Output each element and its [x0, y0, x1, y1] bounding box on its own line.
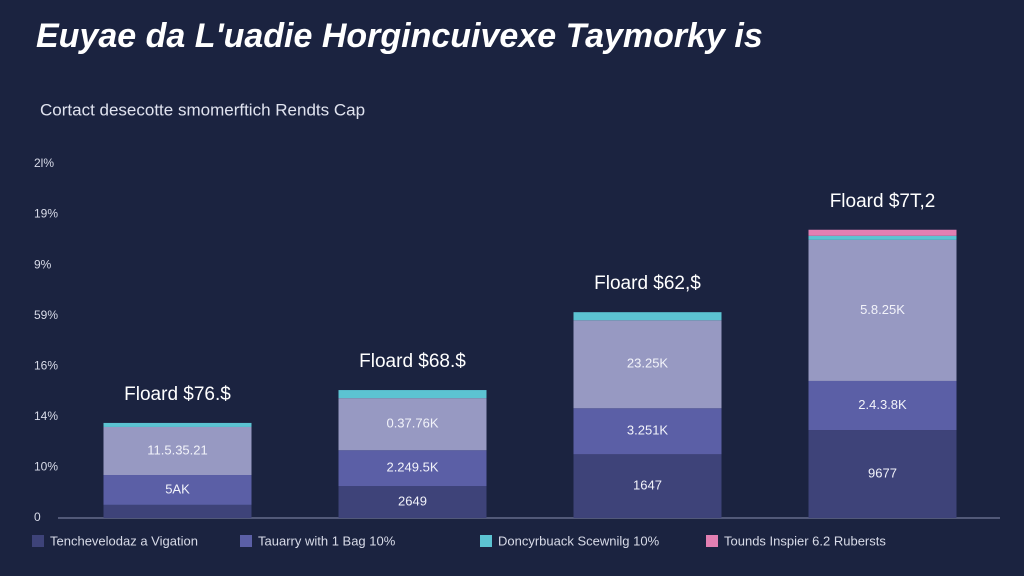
segment-label: 23.25K	[627, 356, 669, 371]
y-tick-label: 59%	[34, 308, 58, 322]
segment-label: 9677	[868, 465, 897, 480]
segment-label: 2.4.3.8K	[858, 397, 907, 412]
bar-segment	[103, 422, 252, 427]
bar-segment	[808, 380, 957, 431]
chart-subtitle: Cortact desecotte smomerftich Rendts Cap	[40, 100, 365, 119]
bar-segment	[338, 450, 487, 487]
y-tick-label: 14%	[34, 409, 58, 423]
segment-label: 11.5.35.21	[147, 442, 207, 457]
bar-segment	[573, 454, 722, 518]
segment-label: 5AK	[165, 481, 190, 496]
y-tick-label: 16%	[34, 358, 58, 372]
legend-swatch	[706, 535, 718, 547]
bar-segment	[573, 312, 722, 321]
bar-segment	[338, 486, 487, 518]
bar-segment	[338, 390, 487, 399]
segment-label: 3.251K	[627, 423, 669, 438]
y-tick-label: 2l%	[34, 156, 54, 170]
bar-segment	[103, 475, 252, 505]
segment-label: 5.8.25K	[860, 302, 905, 317]
legend-swatch	[240, 535, 252, 547]
y-tick-label: 9%	[34, 257, 52, 271]
bar-segment	[808, 235, 957, 240]
bar-segment	[103, 426, 252, 476]
chart-title: Euyae da L'uadie Horgincuivexe Taymorky …	[36, 17, 763, 55]
bar-segment	[573, 408, 722, 455]
total-label: Floard $76.$	[124, 384, 231, 405]
segment-label: 1647	[633, 478, 662, 493]
legend-swatch	[480, 535, 492, 547]
bar-segment	[808, 430, 957, 518]
legend-swatch	[32, 535, 44, 547]
segment-label: 0.37.76K	[386, 416, 438, 431]
legend-label: Doncyrbuack Scewnilg 10%	[498, 533, 660, 548]
y-tick-label: 10%	[34, 460, 58, 474]
total-label: Floard $68.$	[359, 351, 466, 372]
bar-segment	[808, 239, 957, 381]
bar-segment	[103, 504, 252, 518]
legend-label: Tauarry with 1 Bag 10%	[258, 533, 396, 548]
bar-segment	[573, 320, 722, 409]
bar-segment	[808, 229, 957, 236]
legend-label: Tenchevelodaz a Vigation	[50, 533, 198, 548]
bar-segment	[338, 398, 487, 451]
segment-label: 2.249.5K	[386, 460, 438, 475]
y-tick-label: 0	[34, 510, 41, 524]
total-label: Floard $62,$	[594, 273, 701, 294]
y-tick-label: 19%	[34, 207, 58, 221]
legend-label: Tounds Inspier 6.2 Rubersts	[724, 533, 886, 548]
segment-label: 2649	[398, 494, 427, 509]
total-label: Floard $7T,2	[830, 191, 936, 212]
